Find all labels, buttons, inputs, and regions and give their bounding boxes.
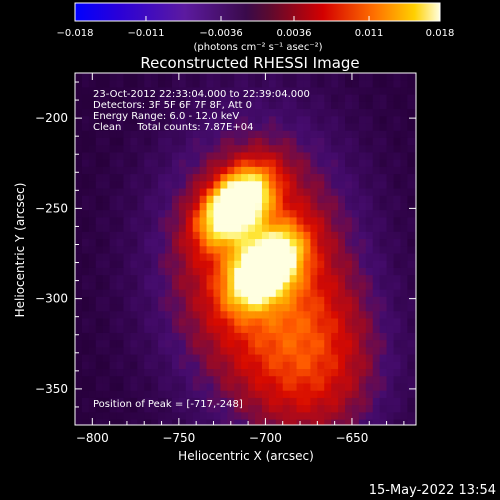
- x-tick-label: −750: [162, 431, 195, 445]
- colorbar-label: (photons cm⁻² s⁻¹ asec⁻²): [193, 42, 322, 53]
- info-line: Energy Range: 6.0 - 12.0 keV: [93, 111, 239, 122]
- y-axis-ticks: −200 −250 −300 −350: [35, 81, 416, 408]
- colorbar-tick-label: −0.011: [127, 28, 164, 39]
- colorbar-tick-label: −0.018: [56, 28, 93, 39]
- colorbar-tick-label: −0.0036: [199, 28, 242, 39]
- y-axis-label: Heliocentric Y (arcsec): [13, 183, 27, 318]
- heatmap-image: [75, 73, 416, 425]
- generation-date: 15-May-2022 13:54: [368, 483, 496, 498]
- x-axis-label: Heliocentric X (arcsec): [178, 449, 314, 463]
- x-tick-label: −800: [76, 431, 109, 445]
- plot-area: −800 −750 −700 −650 −200 −250 −300 −350 23-Oct…: [35, 72, 417, 445]
- info-line: Detectors: 3F 5F 6F 7F 8F, Att 0: [93, 100, 252, 111]
- y-tick-label: −300: [35, 292, 68, 306]
- plot-frame: [74, 72, 417, 426]
- chart-title: Reconstructed RHESSI Image: [140, 54, 359, 72]
- x-tick-label: −650: [335, 431, 368, 445]
- x-tick-label: −700: [249, 431, 282, 445]
- colorbar-tick-label: 0.011: [355, 28, 384, 39]
- info-line: 23-Oct-2012 22:33:04.000 to 22:39:04.000: [93, 89, 310, 100]
- y-tick-label: −250: [35, 201, 68, 215]
- colorbar-tick-label: 0.018: [426, 28, 455, 39]
- peak-position-text: Position of Peak = [-717,-248]: [93, 399, 243, 410]
- colorbar-bar: [74, 2, 441, 22]
- info-line: Clean Total counts: 7.87E+04: [93, 122, 253, 133]
- colorbar: −0.018 −0.011 −0.0036 0.0036 0.011 0.018 (pho…: [56, 2, 454, 53]
- x-axis-ticks: −800 −750 −700 −650: [76, 73, 405, 445]
- y-tick-label: −350: [35, 382, 68, 396]
- y-tick-label: −200: [35, 111, 68, 125]
- colorbar-ticks: −0.018 −0.011 −0.0036 0.0036 0.011 0.018: [56, 16, 454, 39]
- colorbar-tick-label: 0.0036: [277, 28, 312, 39]
